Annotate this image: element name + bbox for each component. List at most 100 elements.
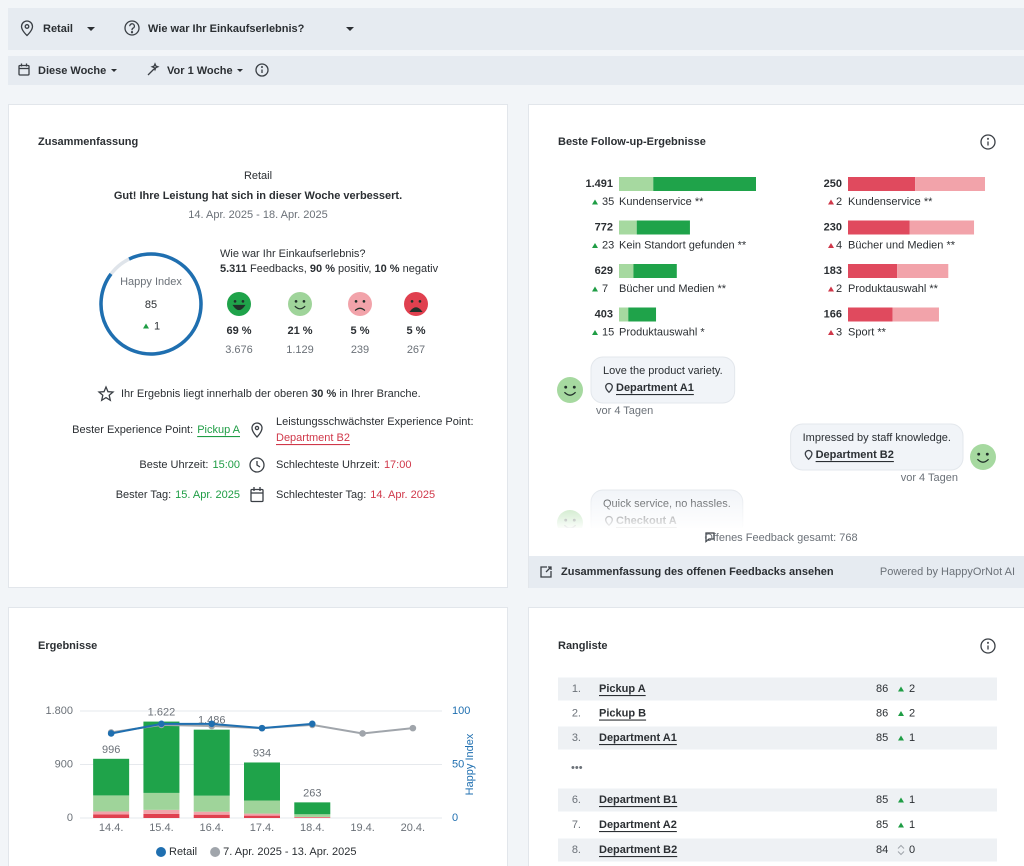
comparison-selector[interactable]: Vor 1 Woche [167, 65, 233, 77]
benchmark-share: 30 % [311, 388, 336, 400]
result-change: 4 [836, 240, 842, 252]
results-panel [8, 607, 508, 866]
location-selector[interactable]: Retail [43, 23, 73, 35]
legend-label: Retail [169, 846, 197, 858]
result-bar [848, 264, 898, 278]
worst-day-label: Schlechtester Tag: [276, 489, 366, 501]
smiley-face [227, 292, 251, 316]
comment-location[interactable]: Department A1 [616, 382, 694, 394]
comment-text: Impressed by staff knowledge. [803, 432, 951, 444]
result-bar [653, 177, 756, 191]
face-percent: 5 % [351, 325, 370, 337]
bar-segment [193, 814, 230, 818]
face-breakdown: 69 % 3.676 21 % 1.129 5 % 239 5 % 267 [225, 292, 428, 356]
result-bar [619, 264, 634, 278]
best-day-value: 15. Apr. 2025 [175, 489, 240, 501]
summary-panel [8, 104, 508, 588]
result-change: 3 [836, 327, 842, 339]
question-selector[interactable]: Wie war Ihr Einkaufserlebnis? [148, 23, 305, 35]
worst-day-value: 14. Apr. 2025 [370, 489, 435, 501]
powered-by: Powered by HappyOrNot AI [880, 566, 1015, 578]
ranking-change: 1 [909, 794, 915, 806]
face-eye [985, 452, 989, 456]
bar-label: 934 [253, 747, 271, 759]
bar-segment [143, 721, 180, 793]
comment-fade [540, 488, 1020, 528]
ranking-score: 85 [876, 819, 888, 831]
ranking-name[interactable]: Department A1 [599, 732, 677, 744]
y2-tick-label: 50 [452, 759, 464, 771]
change-arrow [828, 330, 834, 335]
face-eye [354, 300, 358, 303]
x-tick-label: 14.4. [99, 822, 123, 834]
face-mouth [409, 307, 423, 313]
ranking-score: 86 [876, 683, 888, 695]
result-label: Kein Standort gefunden ** [619, 240, 747, 252]
change-arrow [592, 243, 598, 248]
best-time-value: 15:00 [212, 459, 240, 471]
comment-location[interactable]: Department B2 [816, 449, 894, 461]
change-arrow [592, 286, 598, 292]
bar-segment [93, 758, 130, 796]
info-icon[interactable] [980, 638, 996, 654]
change-arrow [828, 243, 834, 248]
question-icon [124, 20, 140, 36]
best-time: Beste Uhrzeit: 15:00 [139, 459, 240, 471]
ranking-name[interactable]: Pickup A [599, 683, 646, 695]
negative-share: 10 % [375, 263, 400, 275]
external-link-icon[interactable] [540, 566, 552, 578]
change-arrow [898, 822, 904, 828]
dropdown-caret[interactable] [346, 27, 354, 31]
dropdown-caret[interactable] [237, 69, 243, 72]
ranking-list: 1. Pickup A 86 2 2. Pickup B 86 2 3. Department A… [558, 677, 997, 862]
panel-title: Beste Follow-up-Ergebnisse [558, 136, 706, 148]
result-label: Kundenservice ** [848, 196, 933, 208]
change-up-arrow [143, 323, 149, 329]
result-label: Produktauswahl ** [848, 283, 939, 295]
result-change: 35 [602, 196, 614, 208]
dropdown-caret[interactable] [87, 27, 95, 31]
result-change: 23 [602, 240, 614, 252]
result-label: Bücher und Medien ** [619, 283, 727, 295]
face-eye [418, 300, 422, 303]
change-arrow [898, 797, 904, 803]
benchmark-part: Ihr Ergebnis liegt innerhalb der oberen [121, 388, 311, 400]
panel-title: Zusammenfassung [38, 136, 138, 148]
ranking-name[interactable]: Department B2 [599, 844, 677, 856]
result-value: 772 [595, 222, 613, 234]
best-point-link[interactable]: Pickup A [197, 424, 240, 436]
info-icon[interactable] [980, 134, 996, 150]
dropdown-caret[interactable] [111, 69, 117, 72]
ranking-name[interactable]: Pickup B [599, 708, 646, 720]
calendar-icon [18, 63, 30, 76]
ranking-change: 1 [909, 819, 915, 831]
face-percent: 5 % [407, 325, 426, 337]
ranking-row-bg [558, 677, 997, 701]
result-label: Bücher und Medien ** [848, 240, 956, 252]
y-tick-label: 0 [67, 812, 73, 824]
face-mouth [564, 391, 576, 396]
bar-segment [143, 792, 180, 810]
info-icon[interactable] [255, 63, 269, 77]
smiley-face [557, 377, 583, 403]
compare-icon [147, 62, 160, 76]
x-tick-label: 16.4. [199, 822, 223, 834]
face-eye [564, 385, 568, 389]
bar-segment [93, 795, 130, 812]
worst-point-link[interactable]: Department B2 [276, 432, 350, 444]
ranking-score: 85 [876, 732, 888, 744]
footer-link[interactable]: Zusammenfassung des offenen Feedbacks an… [561, 566, 834, 578]
ranking-name[interactable]: Department B1 [599, 794, 677, 806]
ranking-name[interactable]: Department A2 [599, 819, 677, 831]
comment-time: vor 4 Tagen [901, 472, 958, 484]
bar-segment [143, 809, 180, 814]
bar-segment [143, 813, 180, 818]
bar-segment [294, 816, 331, 818]
x-tick-label: 19.4. [350, 822, 374, 834]
worst-day: Schlechtester Tag: 14. Apr. 2025 [276, 489, 435, 501]
line-marker [107, 730, 115, 737]
period-selector[interactable]: Diese Woche [38, 65, 106, 77]
summary-date-range: 14. Apr. 2025 - 18. Apr. 2025 [188, 209, 327, 221]
location-icon [20, 20, 34, 37]
